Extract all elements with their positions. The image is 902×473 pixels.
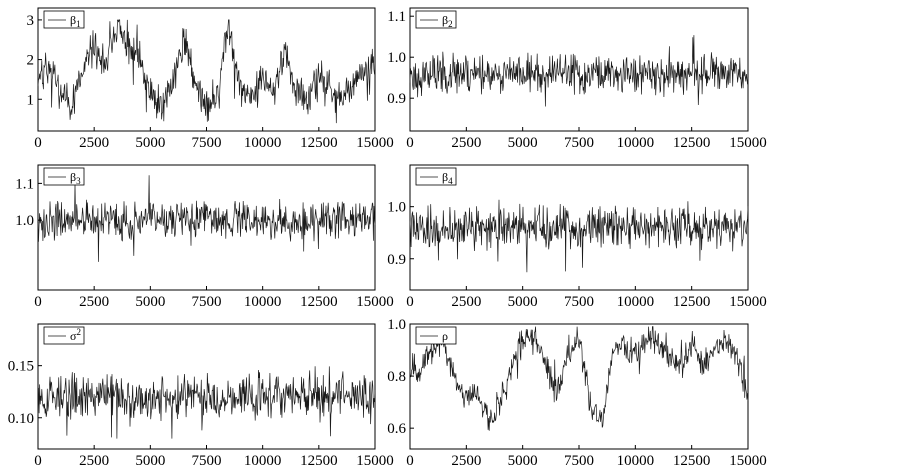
legend-label: β2 (442, 13, 453, 29)
legend-label: β4 (442, 170, 453, 186)
plot-frame (37, 164, 376, 291)
legend-box (415, 167, 457, 186)
x-tick-label: 2500 (451, 294, 481, 310)
x-tick-label: 7500 (192, 294, 222, 310)
x-tick-label: 7500 (564, 294, 594, 310)
legend-label: β3 (70, 170, 81, 186)
y-tick-label: 1.0 (387, 200, 406, 216)
x-tick-label: 5000 (508, 135, 538, 151)
x-tick-label: 10000 (244, 135, 282, 151)
legend-label: σ2 (70, 327, 81, 343)
x-tick-label: 10000 (244, 294, 282, 310)
x-tick-label: 15000 (356, 294, 394, 310)
x-tick-label: 15000 (729, 453, 767, 469)
x-tick-label: 0 (406, 453, 414, 469)
y-tick-label: 0.9 (387, 91, 406, 107)
trace-panel-3: 0 2500 5000 7500 10000 12500 15000 1.0 1.1 β3 (15, 164, 394, 310)
trace-panel-1: 0 2500 5000 7500 10000 12500 15000 1 2 3 β1 (27, 7, 394, 151)
x-tick-label: 5000 (508, 453, 538, 469)
x-tick-label: 12500 (673, 453, 711, 469)
trace-line (409, 326, 749, 431)
legend-box (43, 10, 85, 29)
legend: β4 (415, 167, 457, 186)
y-tick-label: 0.9 (387, 252, 406, 268)
trace-panel-4: 0 2500 5000 7500 10000 12500 15000 0.9 1.0 β4 (387, 164, 767, 310)
x-tick-label: 10000 (244, 453, 282, 469)
y-tick-label: 1.1 (15, 176, 34, 192)
y-tick-label: 3 (27, 13, 35, 29)
y-tick-label: 0.6 (387, 421, 406, 437)
x-tick-label: 12500 (673, 135, 711, 151)
y-tick-label: 1 (27, 92, 35, 108)
x-tick-label: 5000 (135, 135, 165, 151)
x-tick-label: 0 (34, 294, 42, 310)
x-tick-label: 0 (406, 135, 414, 151)
y-tick-label: 0.10 (8, 411, 34, 427)
trace-line (409, 35, 749, 107)
legend-label: β1 (70, 13, 81, 29)
x-tick-label: 2500 (451, 135, 481, 151)
y-tick-label: 1.0 (15, 213, 34, 229)
x-tick-label: 7500 (192, 135, 222, 151)
x-tick-label: 12500 (673, 294, 711, 310)
legend: β2 (415, 10, 457, 29)
x-tick-label: 2500 (79, 294, 109, 310)
x-tick-label: 0 (34, 453, 42, 469)
legend-box (43, 326, 85, 345)
x-tick-label: 15000 (729, 135, 767, 151)
legend-box (415, 326, 457, 345)
x-tick-label: 10000 (617, 453, 655, 469)
legend-box (415, 10, 457, 29)
x-tick-label: 15000 (356, 453, 394, 469)
legend: β3 (43, 167, 85, 186)
x-tick-label: 0 (406, 294, 414, 310)
legend-label: ρ (442, 329, 448, 343)
x-tick-label: 2500 (451, 453, 481, 469)
y-tick-label: 0.15 (8, 359, 34, 375)
x-tick-label: 5000 (135, 453, 165, 469)
trace-line (37, 175, 376, 262)
x-tick-label: 12500 (300, 453, 338, 469)
plot-frame (37, 7, 376, 132)
trace-panel-6: 0 2500 5000 7500 10000 12500 15000 0.6 0.8 1.0 ρ (387, 317, 767, 469)
x-tick-label: 15000 (356, 135, 394, 151)
x-tick-label: 12500 (300, 135, 338, 151)
x-tick-label: 2500 (79, 453, 109, 469)
legend: σ2 (43, 326, 85, 345)
trace-line (409, 199, 749, 273)
y-tick-label: 0.8 (387, 369, 406, 385)
legend: ρ (415, 326, 457, 345)
legend: β1 (43, 10, 85, 29)
trace-panel-5: 0 2500 5000 7500 10000 12500 15000 0.10 0.15 σ2 (8, 323, 394, 469)
trace-line (37, 366, 376, 439)
y-tick-label: 1.1 (387, 9, 406, 25)
x-tick-label: 10000 (617, 294, 655, 310)
trace-line (37, 19, 376, 124)
x-tick-label: 5000 (135, 294, 165, 310)
x-tick-label: 7500 (564, 453, 594, 469)
x-tick-label: 15000 (729, 294, 767, 310)
legend-box (43, 167, 85, 186)
x-tick-label: 10000 (617, 135, 655, 151)
x-tick-label: 2500 (79, 135, 109, 151)
x-tick-label: 0 (34, 135, 42, 151)
x-tick-label: 5000 (508, 294, 538, 310)
x-tick-label: 7500 (564, 135, 594, 151)
plot-frame (409, 323, 749, 450)
y-tick-label: 1.0 (387, 50, 406, 66)
y-tick-label: 2 (27, 53, 35, 69)
y-tick-label: 1.0 (387, 317, 406, 333)
x-tick-label: 12500 (300, 294, 338, 310)
x-tick-label: 7500 (192, 453, 222, 469)
trace-panel-2: 0 2500 5000 7500 10000 12500 15000 0.9 1.0 1.1 β2 (387, 7, 767, 151)
